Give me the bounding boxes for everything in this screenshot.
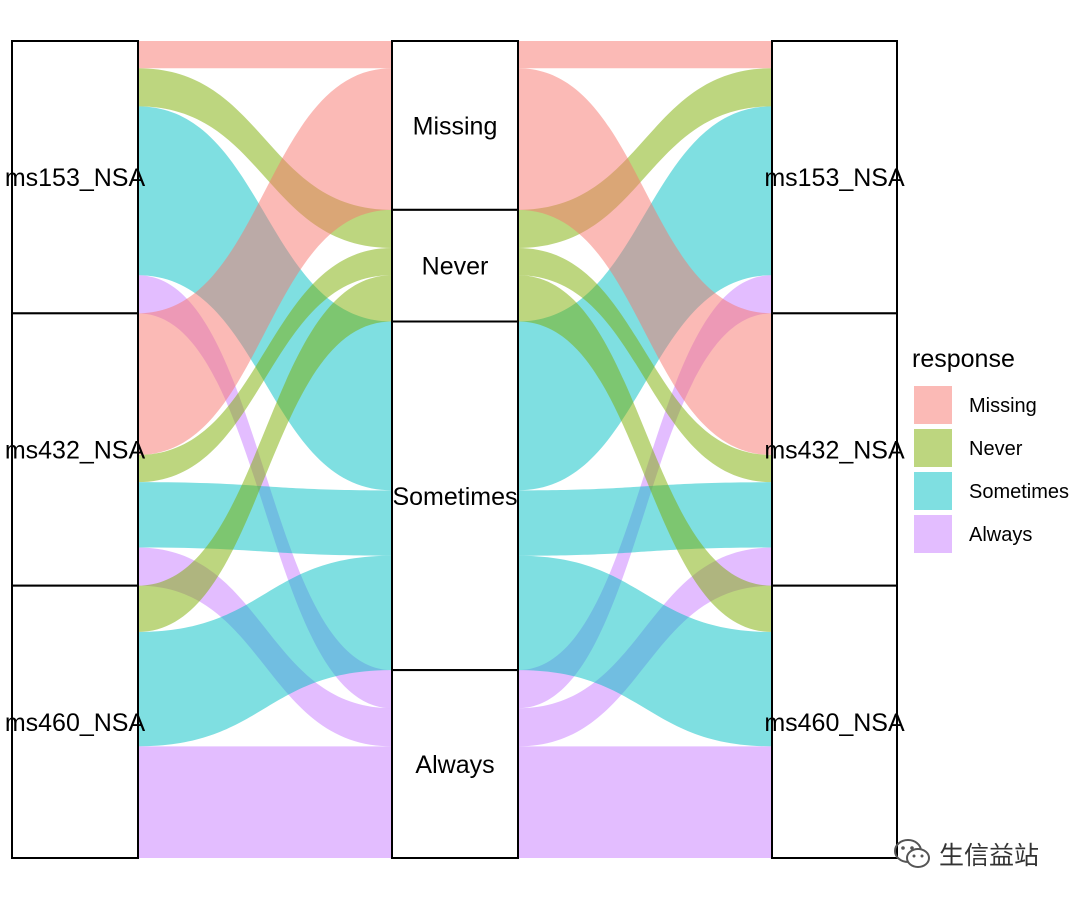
flow-Sometimes-to-ms460_NSA [518, 555, 772, 747]
stratum-box-ms432_NSA [771, 312, 898, 587]
legend-swatch-never [914, 429, 952, 467]
stratum-label-ms432_NSA: ms432_NSA [764, 437, 905, 465]
stratum-box-Never [391, 208, 519, 323]
stratum-box-Sometimes [391, 320, 519, 672]
stratum-label-Sometimes: Sometimes [392, 483, 517, 511]
legend-swatch-missing [914, 386, 952, 424]
flow-Missing-to-ms153_NSA [518, 41, 772, 69]
flow-Never-to-ms432_NSA [518, 247, 772, 483]
stratum-label-Always: Always [415, 751, 494, 779]
stratum-label-ms153_NSA: ms153_NSA [5, 164, 146, 192]
stratum-box-ms460_NSA [771, 584, 898, 860]
legend-title: response [912, 345, 1015, 373]
legend-swatch-sometimes [914, 472, 952, 510]
stratum-label-ms153_NSA: ms153_NSA [764, 164, 905, 192]
legend-label-sometimes: Sometimes [969, 481, 1069, 503]
flow-ms153_NSA-to-Missing [138, 41, 392, 69]
flow-ms432_NSA-to-Missing [138, 68, 392, 455]
strata-layer: ms153_NSA ms432_NSA ms460_NSA Missing Never S… [5, 40, 905, 860]
legend: response Missing Never Sometimes Always [912, 345, 1069, 553]
flow-ms432_NSA-to-Sometimes [138, 482, 392, 556]
flow-Always-to-ms460_NSA [518, 746, 772, 858]
stratum-label-ms460_NSA: ms460_NSA [764, 709, 905, 737]
stratum-label-ms460_NSA: ms460_NSA [5, 709, 146, 737]
watermark: 生信益站 [893, 836, 1039, 872]
legend-swatch-always [914, 515, 952, 553]
stratum-box-ms460_NSA [11, 584, 139, 860]
stratum-label-Missing: Missing [413, 112, 498, 140]
legend-label-always: Always [969, 524, 1032, 546]
stratum-box-ms153_NSA [771, 40, 898, 315]
flow-Never-to-ms460_NSA [518, 275, 772, 632]
wechat-icon [894, 839, 930, 868]
watermark-text: 生信益站 [939, 841, 1040, 870]
stratum-box-Always [391, 669, 519, 860]
legend-label-never: Never [969, 438, 1023, 460]
stratum-label-Never: Never [422, 253, 489, 281]
stratum-label-ms432_NSA: ms432_NSA [5, 437, 146, 465]
flows-layer [138, 41, 772, 858]
flow-ms460_NSA-to-Always [138, 746, 392, 858]
flow-ms460_NSA-to-Sometimes [138, 555, 392, 747]
flow-ms432_NSA-to-Never [138, 247, 392, 483]
flow-Missing-to-ms432_NSA [518, 68, 772, 455]
flow-ms460_NSA-to-Never [138, 275, 392, 632]
legend-label-missing: Missing [969, 395, 1037, 417]
flow-Sometimes-to-ms432_NSA [518, 482, 772, 556]
stratum-box-Missing [391, 40, 519, 211]
